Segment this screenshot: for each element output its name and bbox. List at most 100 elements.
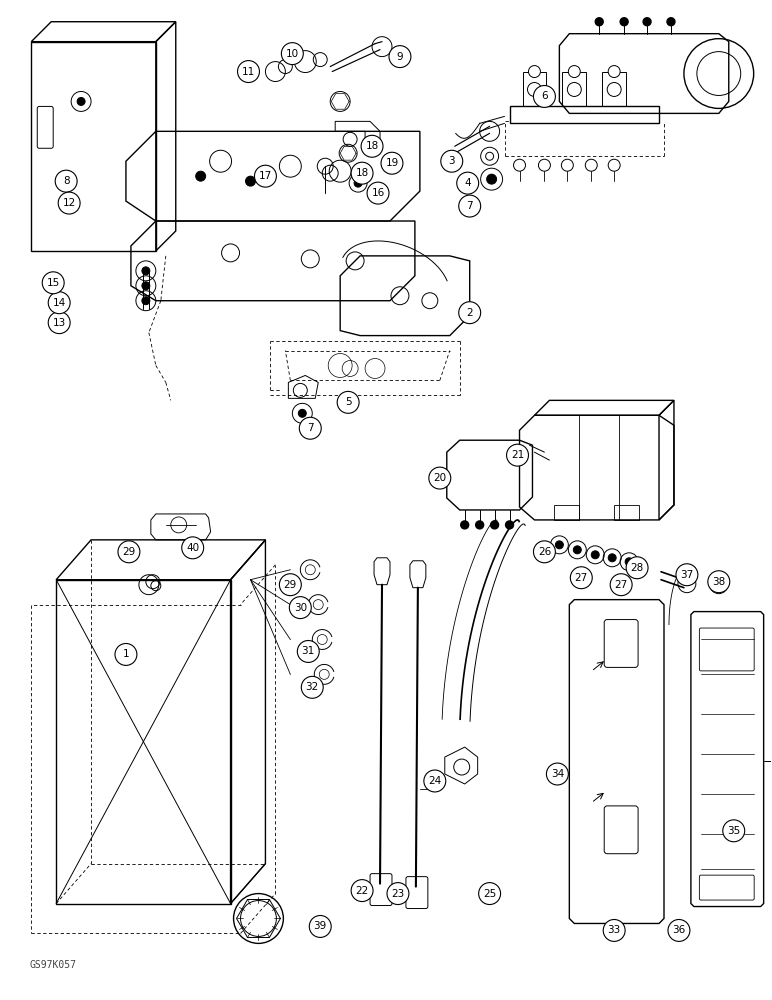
Circle shape — [626, 557, 648, 579]
Circle shape — [676, 564, 698, 586]
Circle shape — [571, 567, 592, 589]
Circle shape — [367, 182, 389, 204]
Circle shape — [77, 97, 85, 105]
Circle shape — [533, 85, 555, 107]
Circle shape — [279, 574, 301, 596]
Circle shape — [48, 292, 70, 314]
Text: 39: 39 — [313, 921, 327, 931]
Circle shape — [424, 770, 445, 792]
Circle shape — [297, 640, 320, 662]
Circle shape — [506, 521, 513, 529]
Text: 36: 36 — [672, 925, 686, 935]
Circle shape — [476, 521, 483, 529]
Circle shape — [610, 574, 632, 596]
Circle shape — [667, 18, 675, 26]
Circle shape — [574, 546, 581, 554]
Circle shape — [708, 571, 730, 593]
Text: 14: 14 — [52, 298, 66, 308]
Circle shape — [310, 915, 331, 937]
Text: 11: 11 — [242, 67, 255, 77]
Text: 2: 2 — [466, 308, 473, 318]
Text: 7: 7 — [307, 423, 313, 433]
Circle shape — [281, 43, 303, 65]
Circle shape — [387, 883, 409, 905]
Circle shape — [115, 643, 137, 665]
Circle shape — [608, 554, 616, 562]
Circle shape — [715, 581, 723, 589]
Circle shape — [381, 152, 403, 174]
Circle shape — [603, 919, 625, 941]
Text: 32: 32 — [306, 682, 319, 692]
Circle shape — [595, 18, 603, 26]
Text: 26: 26 — [538, 547, 551, 557]
Circle shape — [389, 46, 411, 68]
Circle shape — [457, 172, 479, 194]
Circle shape — [591, 551, 599, 559]
Circle shape — [459, 302, 481, 324]
Circle shape — [337, 391, 359, 413]
Circle shape — [354, 179, 362, 187]
Circle shape — [351, 880, 373, 902]
Text: 6: 6 — [541, 91, 548, 101]
Circle shape — [142, 282, 150, 290]
Circle shape — [181, 537, 204, 559]
Circle shape — [529, 66, 540, 78]
Text: 35: 35 — [727, 826, 740, 836]
Circle shape — [643, 18, 651, 26]
Circle shape — [118, 541, 140, 563]
Circle shape — [428, 467, 451, 489]
Text: GS97K057: GS97K057 — [29, 960, 76, 970]
Text: 30: 30 — [294, 603, 307, 613]
Text: 19: 19 — [385, 158, 398, 168]
Text: 27: 27 — [615, 580, 628, 590]
Circle shape — [461, 521, 469, 529]
Text: 10: 10 — [286, 49, 299, 59]
Circle shape — [195, 171, 205, 181]
Text: 37: 37 — [680, 570, 693, 580]
Circle shape — [298, 409, 306, 417]
Circle shape — [568, 66, 581, 78]
Circle shape — [290, 597, 311, 619]
Text: 31: 31 — [302, 646, 315, 656]
Text: 40: 40 — [186, 543, 199, 553]
Text: 16: 16 — [371, 188, 384, 198]
Circle shape — [351, 162, 373, 184]
Text: 25: 25 — [483, 889, 496, 899]
Text: 33: 33 — [608, 925, 621, 935]
Text: 38: 38 — [713, 577, 726, 587]
Text: 23: 23 — [391, 889, 405, 899]
Circle shape — [238, 61, 259, 83]
Circle shape — [555, 541, 564, 549]
Circle shape — [42, 272, 64, 294]
Circle shape — [55, 170, 77, 192]
Text: 1: 1 — [123, 649, 129, 659]
Circle shape — [361, 135, 383, 157]
Circle shape — [533, 541, 555, 563]
Text: 18: 18 — [355, 168, 369, 178]
Text: 27: 27 — [574, 573, 588, 583]
Text: 29: 29 — [122, 547, 136, 557]
Text: 4: 4 — [465, 178, 471, 188]
Circle shape — [620, 18, 628, 26]
Circle shape — [625, 558, 633, 566]
Circle shape — [668, 919, 690, 941]
Text: 24: 24 — [428, 776, 442, 786]
Text: 22: 22 — [355, 886, 369, 896]
Text: 5: 5 — [345, 397, 351, 407]
Circle shape — [491, 521, 499, 529]
Text: 12: 12 — [63, 198, 76, 208]
Circle shape — [48, 312, 70, 334]
Circle shape — [58, 192, 80, 214]
Text: 13: 13 — [52, 318, 66, 328]
Circle shape — [486, 174, 496, 184]
Text: 8: 8 — [63, 176, 69, 186]
Text: 29: 29 — [284, 580, 297, 590]
Text: 17: 17 — [259, 171, 272, 181]
Text: 3: 3 — [449, 156, 455, 166]
Circle shape — [142, 297, 150, 305]
Circle shape — [459, 195, 481, 217]
Circle shape — [441, 150, 462, 172]
Circle shape — [245, 176, 256, 186]
Circle shape — [506, 444, 529, 466]
Circle shape — [608, 66, 620, 78]
